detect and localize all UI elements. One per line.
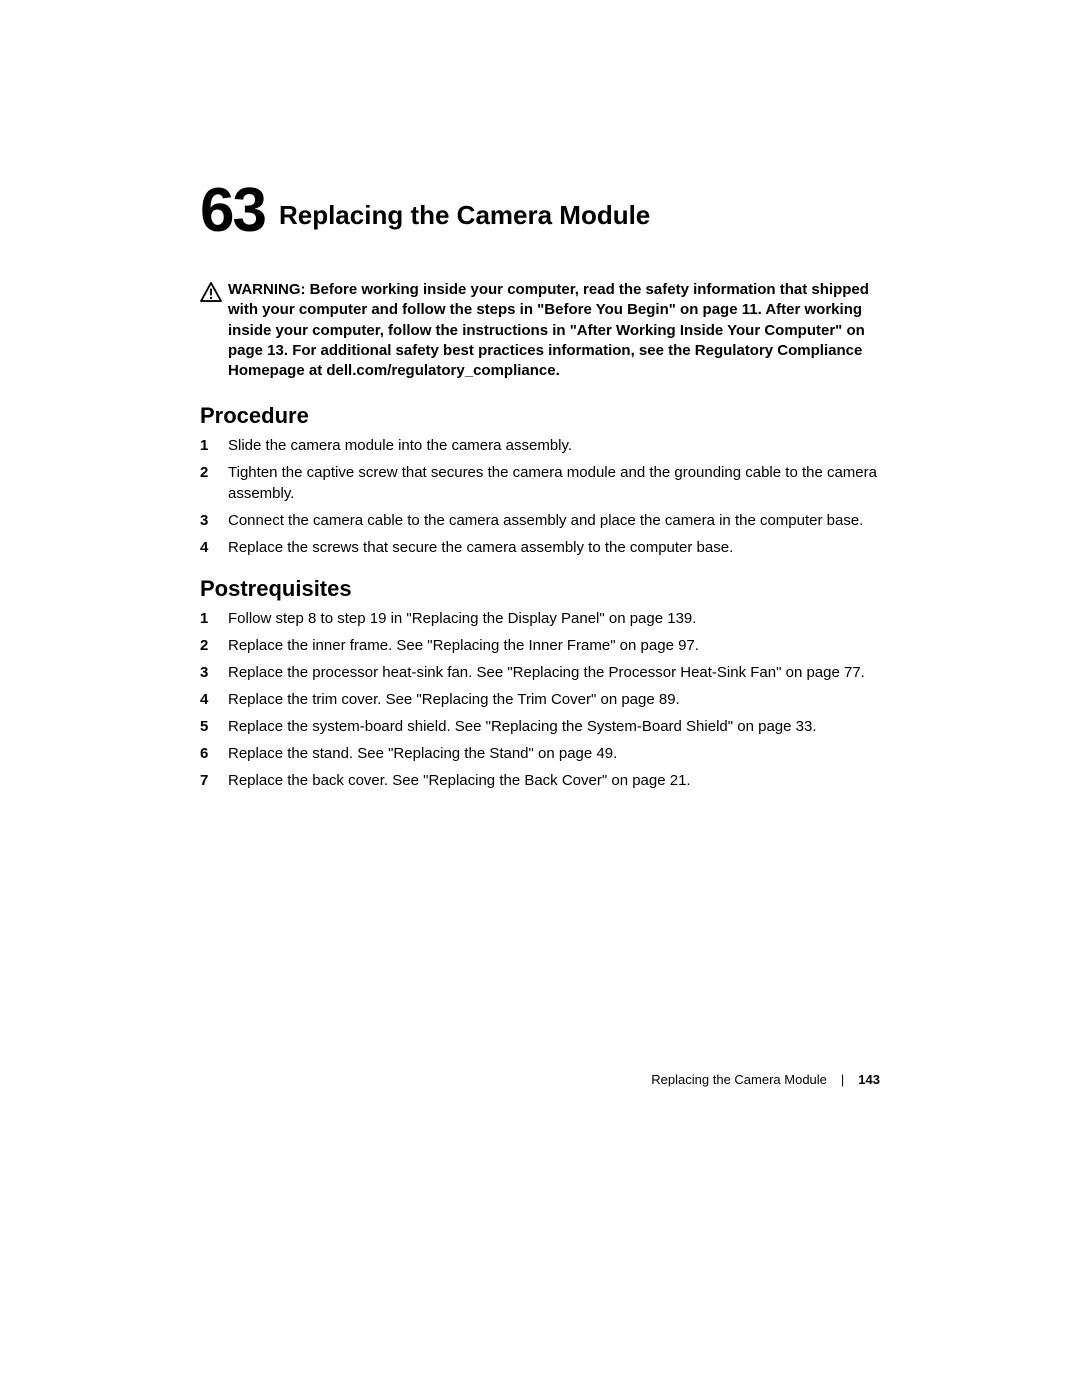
list-item: 2 Replace the inner frame. See "Replacin… [200, 635, 880, 656]
step-number: 2 [200, 462, 228, 483]
footer-separator: | [841, 1072, 844, 1087]
step-number: 6 [200, 743, 228, 764]
list-item: 1 Follow step 8 to step 19 in "Replacing… [200, 608, 880, 629]
procedure-list: 1 Slide the camera module into the camer… [200, 435, 880, 558]
step-number: 1 [200, 608, 228, 629]
list-item: 3 Replace the processor heat-sink fan. S… [200, 662, 880, 683]
step-text: Replace the trim cover. See "Replacing t… [228, 689, 880, 710]
step-text: Replace the processor heat-sink fan. See… [228, 662, 880, 683]
warning-icon [200, 280, 228, 307]
step-text: Slide the camera module into the camera … [228, 435, 880, 456]
step-number: 3 [200, 662, 228, 683]
list-item: 3 Connect the camera cable to the camera… [200, 510, 880, 531]
list-item: 4 Replace the trim cover. See "Replacing… [200, 689, 880, 710]
step-text: Replace the system-board shield. See "Re… [228, 716, 880, 737]
list-item: 2 Tighten the captive screw that secures… [200, 462, 880, 504]
warning-text: WARNING: Before working inside your comp… [228, 280, 880, 381]
list-item: 6 Replace the stand. See "Replacing the … [200, 743, 880, 764]
section-heading-procedure: Procedure [200, 403, 880, 429]
step-number: 2 [200, 635, 228, 656]
step-text: Replace the back cover. See "Replacing t… [228, 770, 880, 791]
step-number: 3 [200, 510, 228, 531]
list-item: 4 Replace the screws that secure the cam… [200, 537, 880, 558]
step-text: Replace the screws that secure the camer… [228, 537, 880, 558]
chapter-header: 63 Replacing the Camera Module [200, 180, 880, 242]
step-text: Connect the camera cable to the camera a… [228, 510, 880, 531]
warning-block: WARNING: Before working inside your comp… [200, 280, 880, 381]
step-number: 4 [200, 689, 228, 710]
document-page: 63 Replacing the Camera Module WARNING: … [0, 0, 1080, 1397]
step-text: Tighten the captive screw that secures t… [228, 462, 880, 504]
step-number: 1 [200, 435, 228, 456]
list-item: 7 Replace the back cover. See "Replacing… [200, 770, 880, 791]
step-text: Replace the inner frame. See "Replacing … [228, 635, 880, 656]
postrequisites-list: 1 Follow step 8 to step 19 in "Replacing… [200, 608, 880, 791]
chapter-title: Replacing the Camera Module [279, 194, 650, 228]
step-text: Follow step 8 to step 19 in "Replacing t… [228, 608, 880, 629]
footer-page-number: 143 [858, 1072, 880, 1087]
section-heading-postrequisites: Postrequisites [200, 576, 880, 602]
step-number: 5 [200, 716, 228, 737]
list-item: 5 Replace the system-board shield. See "… [200, 716, 880, 737]
footer-section-label: Replacing the Camera Module [651, 1072, 827, 1087]
list-item: 1 Slide the camera module into the camer… [200, 435, 880, 456]
chapter-number: 63 [200, 180, 265, 242]
step-number: 7 [200, 770, 228, 791]
step-number: 4 [200, 537, 228, 558]
page-footer: Replacing the Camera Module | 143 [651, 1072, 880, 1087]
step-text: Replace the stand. See "Replacing the St… [228, 743, 880, 764]
